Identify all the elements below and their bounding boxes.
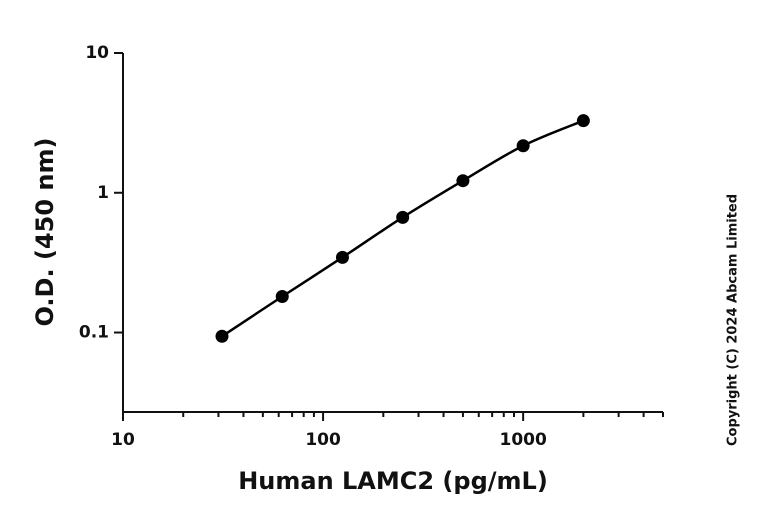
data-point <box>335 250 349 264</box>
data-point <box>275 290 289 304</box>
fit-curve <box>221 119 584 338</box>
x-axis-title: Human LAMC2 (pg/mL) <box>238 467 548 495</box>
data-point <box>456 174 470 188</box>
y-tick-label: 0.1 <box>79 323 109 343</box>
x-tick-label: 10 <box>111 430 135 450</box>
data-point <box>396 210 410 224</box>
y-tick-label: 1 <box>97 183 109 203</box>
y-tick-label: 10 <box>85 43 109 63</box>
data-point <box>516 139 530 153</box>
x-tick-label: 100 <box>305 430 341 450</box>
data-point <box>576 114 590 128</box>
y-axis-title: O.D. (450 nm) <box>31 138 59 327</box>
x-tick-label: 1000 <box>499 430 546 450</box>
copyright: Copyright (C) 2024 Abcam Limited <box>726 194 741 446</box>
data-point <box>215 329 229 343</box>
